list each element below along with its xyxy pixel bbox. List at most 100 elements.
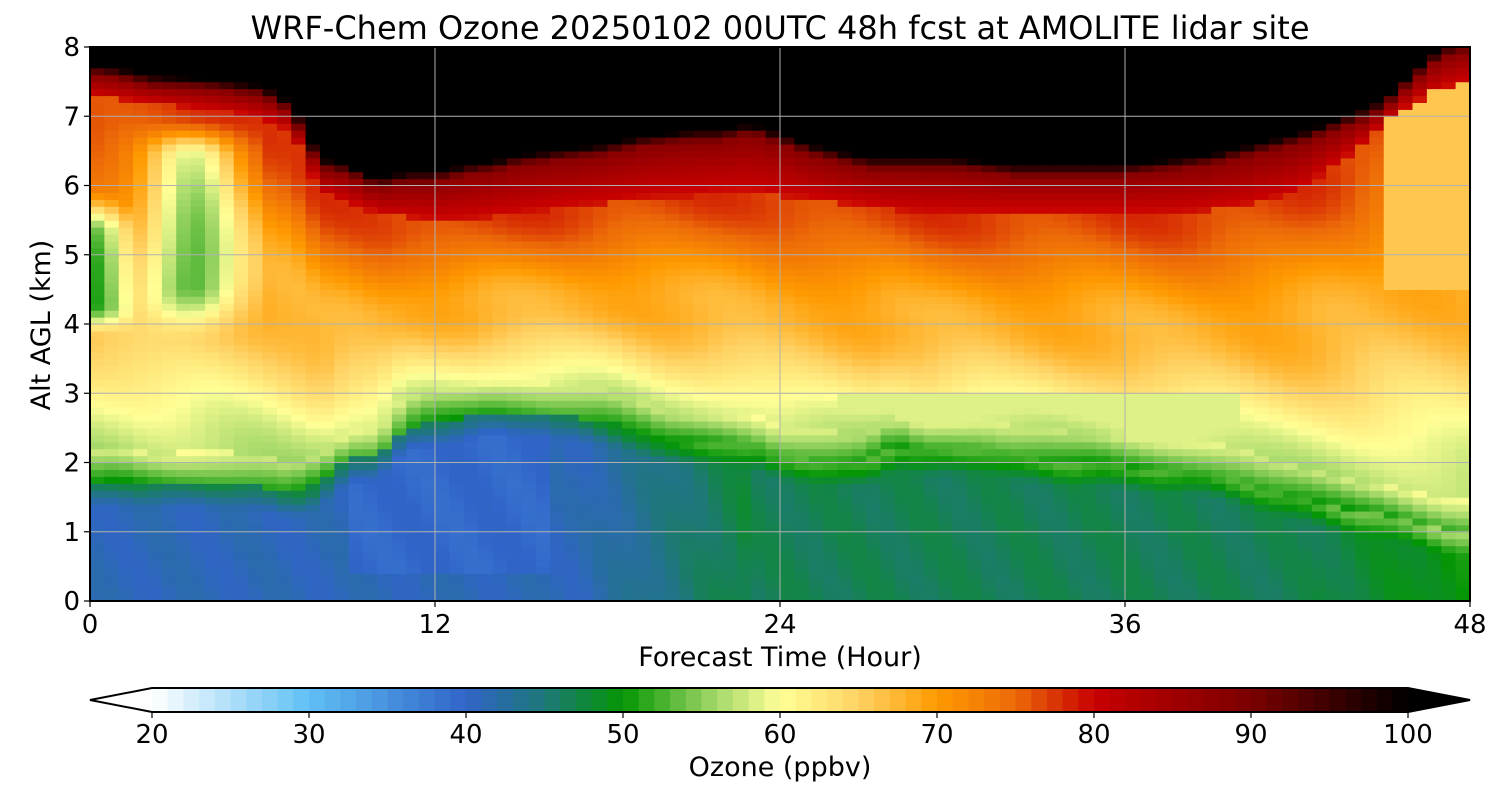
heatmap-cell xyxy=(550,67,565,76)
heatmap-cell xyxy=(348,476,364,484)
heatmap-cell xyxy=(133,88,149,97)
heatmap-cell xyxy=(665,116,680,124)
heatmap-cell xyxy=(506,233,522,242)
heatmap-cell xyxy=(693,337,709,346)
heatmap-cell xyxy=(190,81,206,90)
heatmap-cell xyxy=(808,552,824,561)
heatmap-cell xyxy=(665,545,680,554)
heatmap-cell xyxy=(463,324,479,332)
heatmap-cell xyxy=(262,74,278,83)
heatmap-cell xyxy=(190,275,206,284)
heatmap-cell xyxy=(420,268,436,277)
heatmap-cell xyxy=(506,427,522,436)
heatmap-cell xyxy=(391,275,407,284)
heatmap-cell xyxy=(334,414,350,422)
heatmap-cell xyxy=(391,282,407,290)
heatmap-cell xyxy=(736,282,752,290)
heatmap-cell xyxy=(176,206,192,214)
heatmap-cell xyxy=(147,351,163,360)
heatmap-cell xyxy=(478,88,494,97)
heatmap-cell xyxy=(348,81,364,90)
heatmap-cell xyxy=(377,324,393,332)
heatmap-cell xyxy=(636,483,652,491)
heatmap-cell xyxy=(219,351,235,360)
heatmap-cell xyxy=(205,220,220,228)
heatmap-cell xyxy=(320,47,335,55)
heatmap-cell xyxy=(478,303,494,311)
heatmap-cell xyxy=(521,275,537,284)
heatmap-cell xyxy=(320,317,335,325)
heatmap-cell xyxy=(377,344,393,353)
heatmap-cell xyxy=(161,53,177,62)
heatmap-cell xyxy=(291,462,307,471)
heatmap-cell xyxy=(923,337,939,346)
heatmap-cell xyxy=(621,337,637,346)
heatmap-cell xyxy=(133,566,149,574)
heatmap-cell xyxy=(506,109,522,117)
heatmap-cell xyxy=(363,74,379,83)
heatmap-cell xyxy=(866,483,882,491)
heatmap-cell xyxy=(621,268,637,277)
heatmap-cell xyxy=(276,372,292,380)
heatmap-cell xyxy=(291,365,307,374)
heatmap-cell xyxy=(535,344,551,353)
heatmap-cell xyxy=(837,95,853,103)
heatmap-cell xyxy=(291,351,307,360)
heatmap-cell xyxy=(751,240,767,249)
heatmap-cell xyxy=(305,531,321,540)
heatmap-cell xyxy=(679,199,695,207)
heatmap-cell xyxy=(363,538,379,547)
heatmap-cell xyxy=(780,157,795,166)
heatmap-cell xyxy=(463,559,479,567)
heatmap-cell xyxy=(736,573,752,581)
heatmap-cell xyxy=(219,538,235,547)
heatmap-cell xyxy=(190,88,206,97)
heatmap-cell xyxy=(550,102,565,110)
heatmap-cell xyxy=(693,427,709,436)
heatmap-cell xyxy=(966,559,982,567)
heatmap-cell xyxy=(104,116,120,124)
heatmap-cell xyxy=(823,510,839,519)
heatmap-cell xyxy=(348,420,364,429)
heatmap-cell xyxy=(722,240,738,249)
heatmap-cell xyxy=(118,386,134,394)
heatmap-cell xyxy=(420,393,436,401)
heatmap-cell xyxy=(521,143,537,152)
heatmap-cell xyxy=(866,455,882,464)
heatmap-cell xyxy=(679,164,695,173)
heatmap-cell xyxy=(751,74,767,83)
heatmap-cell xyxy=(952,53,968,62)
heatmap-cell xyxy=(578,566,594,574)
heatmap-cell xyxy=(693,233,709,242)
heatmap-cell xyxy=(420,324,436,332)
heatmap-cell xyxy=(621,566,637,574)
heatmap-cell xyxy=(334,587,350,595)
heatmap-cell xyxy=(190,351,206,360)
heatmap-cell xyxy=(650,88,666,97)
heatmap-cell xyxy=(190,164,206,173)
heatmap-cell xyxy=(320,137,335,145)
heatmap-cell xyxy=(880,303,896,311)
heatmap-cell xyxy=(291,517,307,526)
heatmap-cell xyxy=(851,531,867,540)
heatmap-cell xyxy=(233,296,249,304)
heatmap-cell xyxy=(492,559,508,567)
heatmap-cell xyxy=(190,296,206,304)
heatmap-cell xyxy=(823,164,839,173)
heatmap-cell xyxy=(708,344,724,353)
heatmap-cell xyxy=(435,538,450,547)
heatmap-cell xyxy=(923,330,939,339)
heatmap-cell xyxy=(851,587,867,595)
heatmap-cell xyxy=(564,365,580,374)
heatmap-cell xyxy=(780,227,795,235)
heatmap-cell xyxy=(233,213,249,221)
heatmap-cell xyxy=(880,310,896,318)
heatmap-cell xyxy=(219,420,235,429)
heatmap-cell xyxy=(938,448,954,457)
heatmap-cell xyxy=(866,275,882,284)
heatmap-cell xyxy=(550,268,565,277)
heatmap-cell xyxy=(190,137,206,145)
heatmap-cell xyxy=(736,268,752,277)
heatmap-cell xyxy=(837,220,853,228)
